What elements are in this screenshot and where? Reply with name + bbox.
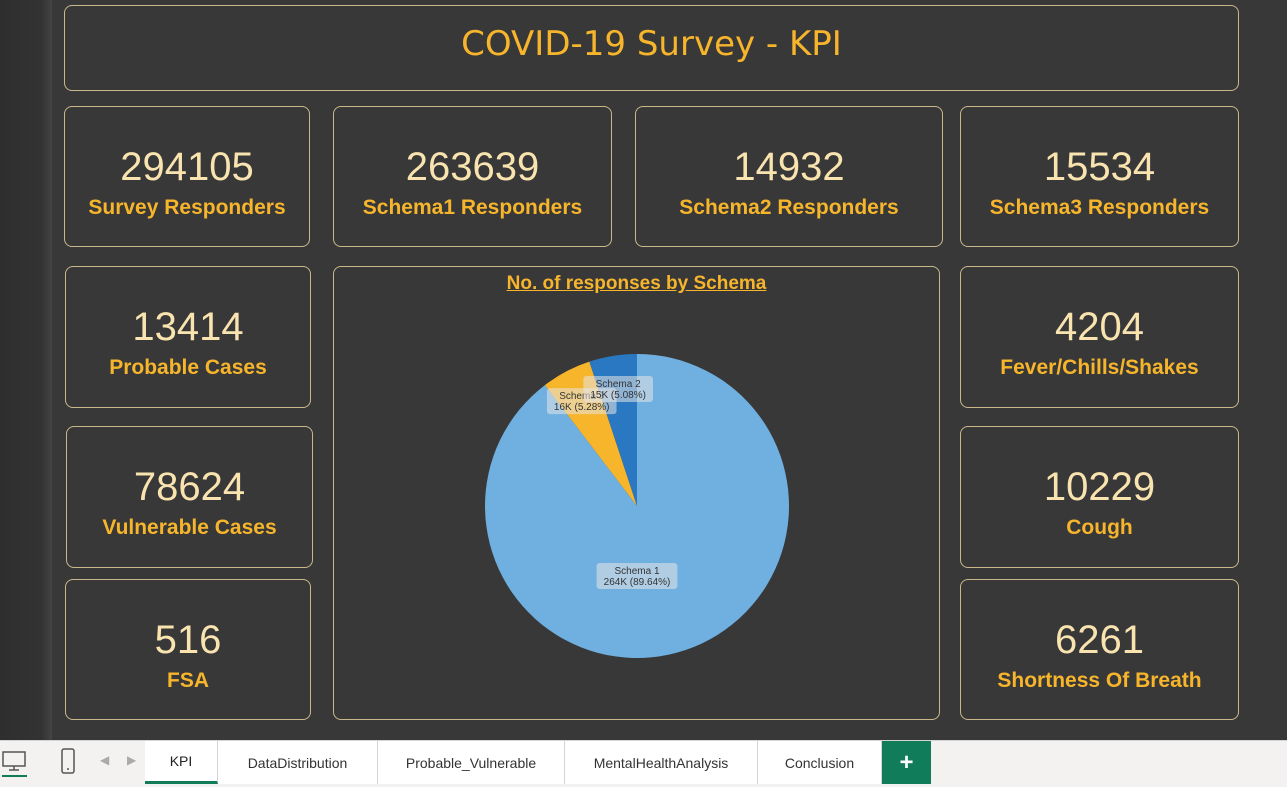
kpi-label: Shortness Of Breath (997, 669, 1202, 692)
data-label-value: 264K (89.64%) (604, 577, 671, 588)
kpi-value: 10229 (1043, 465, 1156, 509)
left-margin (0, 0, 52, 740)
kpi-label: Schema2 Responders (679, 196, 899, 219)
kpi-label: Survey Responders (88, 196, 286, 219)
chart-title: No. of responses by Schema (506, 273, 767, 294)
scroll-right-icon[interactable]: ▶ (127, 753, 137, 767)
kpi-value: 13414 (132, 305, 244, 349)
kpi-value: 78624 (133, 465, 246, 509)
kpi-card-survey-responders: 294105 Survey Responders (64, 106, 310, 247)
kpi-value: 4204 (1055, 305, 1144, 349)
kpi-card-fsa: 516 FSA (65, 579, 311, 720)
desktop-icon[interactable] (0, 747, 28, 775)
sheet-tab-bar: ◀ ▶ KPI DataDistribution Probable_Vulnerab… (0, 740, 1287, 787)
data-label-category: Schema 3 (559, 391, 604, 402)
kpi-card-shortness-of-breath: 6261 Shortness Of Breath (960, 579, 1239, 720)
data-label-category: Schema 1 (614, 566, 659, 577)
tab-mentalhealthanalysis[interactable]: MentalHealthAnalysis (565, 741, 758, 784)
kpi-label: Cough (1066, 516, 1133, 539)
data-label-value: 16K (5.28%) (554, 402, 610, 413)
kpi-value: 516 (154, 618, 222, 662)
kpi-card-schema2-responders: 14932 Schema2 Responders (635, 106, 943, 247)
data-label-category: Schema 2 (596, 379, 641, 390)
tab-conclusion[interactable]: Conclusion (758, 741, 882, 784)
title-card: COVID-19 Survey - KPI (64, 5, 1239, 91)
kpi-value: 263639 (405, 145, 540, 189)
kpi-label: Schema1 Responders (362, 196, 583, 219)
data-label-value: 15K (5.08%) (590, 390, 646, 401)
kpi-label: Schema3 Responders (989, 196, 1210, 219)
mobile-icon[interactable] (54, 747, 82, 775)
tab-datadistribution[interactable]: DataDistribution (218, 741, 378, 784)
kpi-label: Probable Cases (109, 356, 267, 379)
kpi-value: 294105 (120, 145, 254, 189)
kpi-label: FSA (167, 669, 209, 692)
tab-kpi[interactable]: KPI (145, 741, 218, 784)
active-view-indicator (2, 775, 27, 777)
kpi-card-fever: 4204 Fever/Chills/Shakes (960, 266, 1239, 408)
add-page-button[interactable]: + (882, 741, 931, 784)
kpi-card-vulnerable-cases: 78624 Vulnerable Cases (66, 426, 313, 568)
kpi-value: 14932 (733, 145, 845, 189)
kpi-value: 15534 (1043, 145, 1156, 189)
scroll-left-icon[interactable]: ◀ (100, 753, 110, 767)
chart-card-responses-by-schema: No. of responses by Schema Schema 1 264K … (333, 266, 940, 720)
tab-probable-vulnerable[interactable]: Probable_Vulnerable (378, 741, 565, 784)
page-title: COVID-19 Survey - KPI (461, 24, 842, 64)
kpi-label: Vulnerable Cases (102, 516, 277, 539)
kpi-value: 6261 (1055, 618, 1144, 662)
kpi-label: Fever/Chills/Shakes (1000, 356, 1199, 379)
kpi-card-schema3-responders: 15534 Schema3 Responders (960, 106, 1239, 247)
kpi-card-probable-cases: 13414 Probable Cases (65, 266, 311, 408)
kpi-card-schema1-responders: 263639 Schema1 Responders (333, 106, 612, 247)
kpi-card-cough: 10229 Cough (960, 426, 1239, 568)
